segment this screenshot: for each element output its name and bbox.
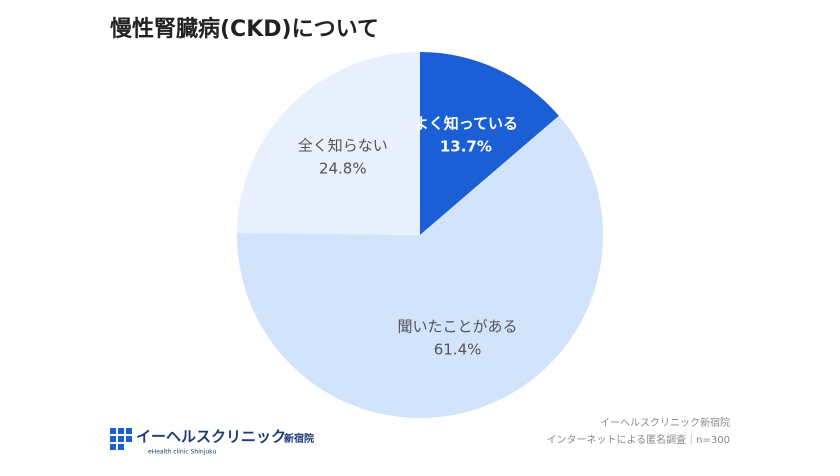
pie-slice [237,115,604,419]
pie-slice [237,52,420,235]
slice-value: 61.4% [434,341,482,359]
pie-slice [420,52,559,235]
chart-title: 慢性腎臓病(CKD)について [110,16,379,42]
source-line: イーヘルスクリニック新宿院 [600,416,730,429]
logo-suffix: 新宿院 [284,432,314,445]
logo-icon [110,428,132,450]
slice-label: よく知っている [414,115,518,133]
slice-label: 全く知らない [298,136,388,154]
logo-subtitle: eHealth clinic Shinjuku [148,449,216,456]
slice-value: 24.8% [319,159,367,177]
source-line: インターネットによる匿名調査｜n=300 [546,433,730,446]
logo-name: イーヘルスクリニック [136,428,286,446]
slice-label: 聞いたことがある [398,318,518,336]
slice-value: 13.7% [440,138,492,156]
